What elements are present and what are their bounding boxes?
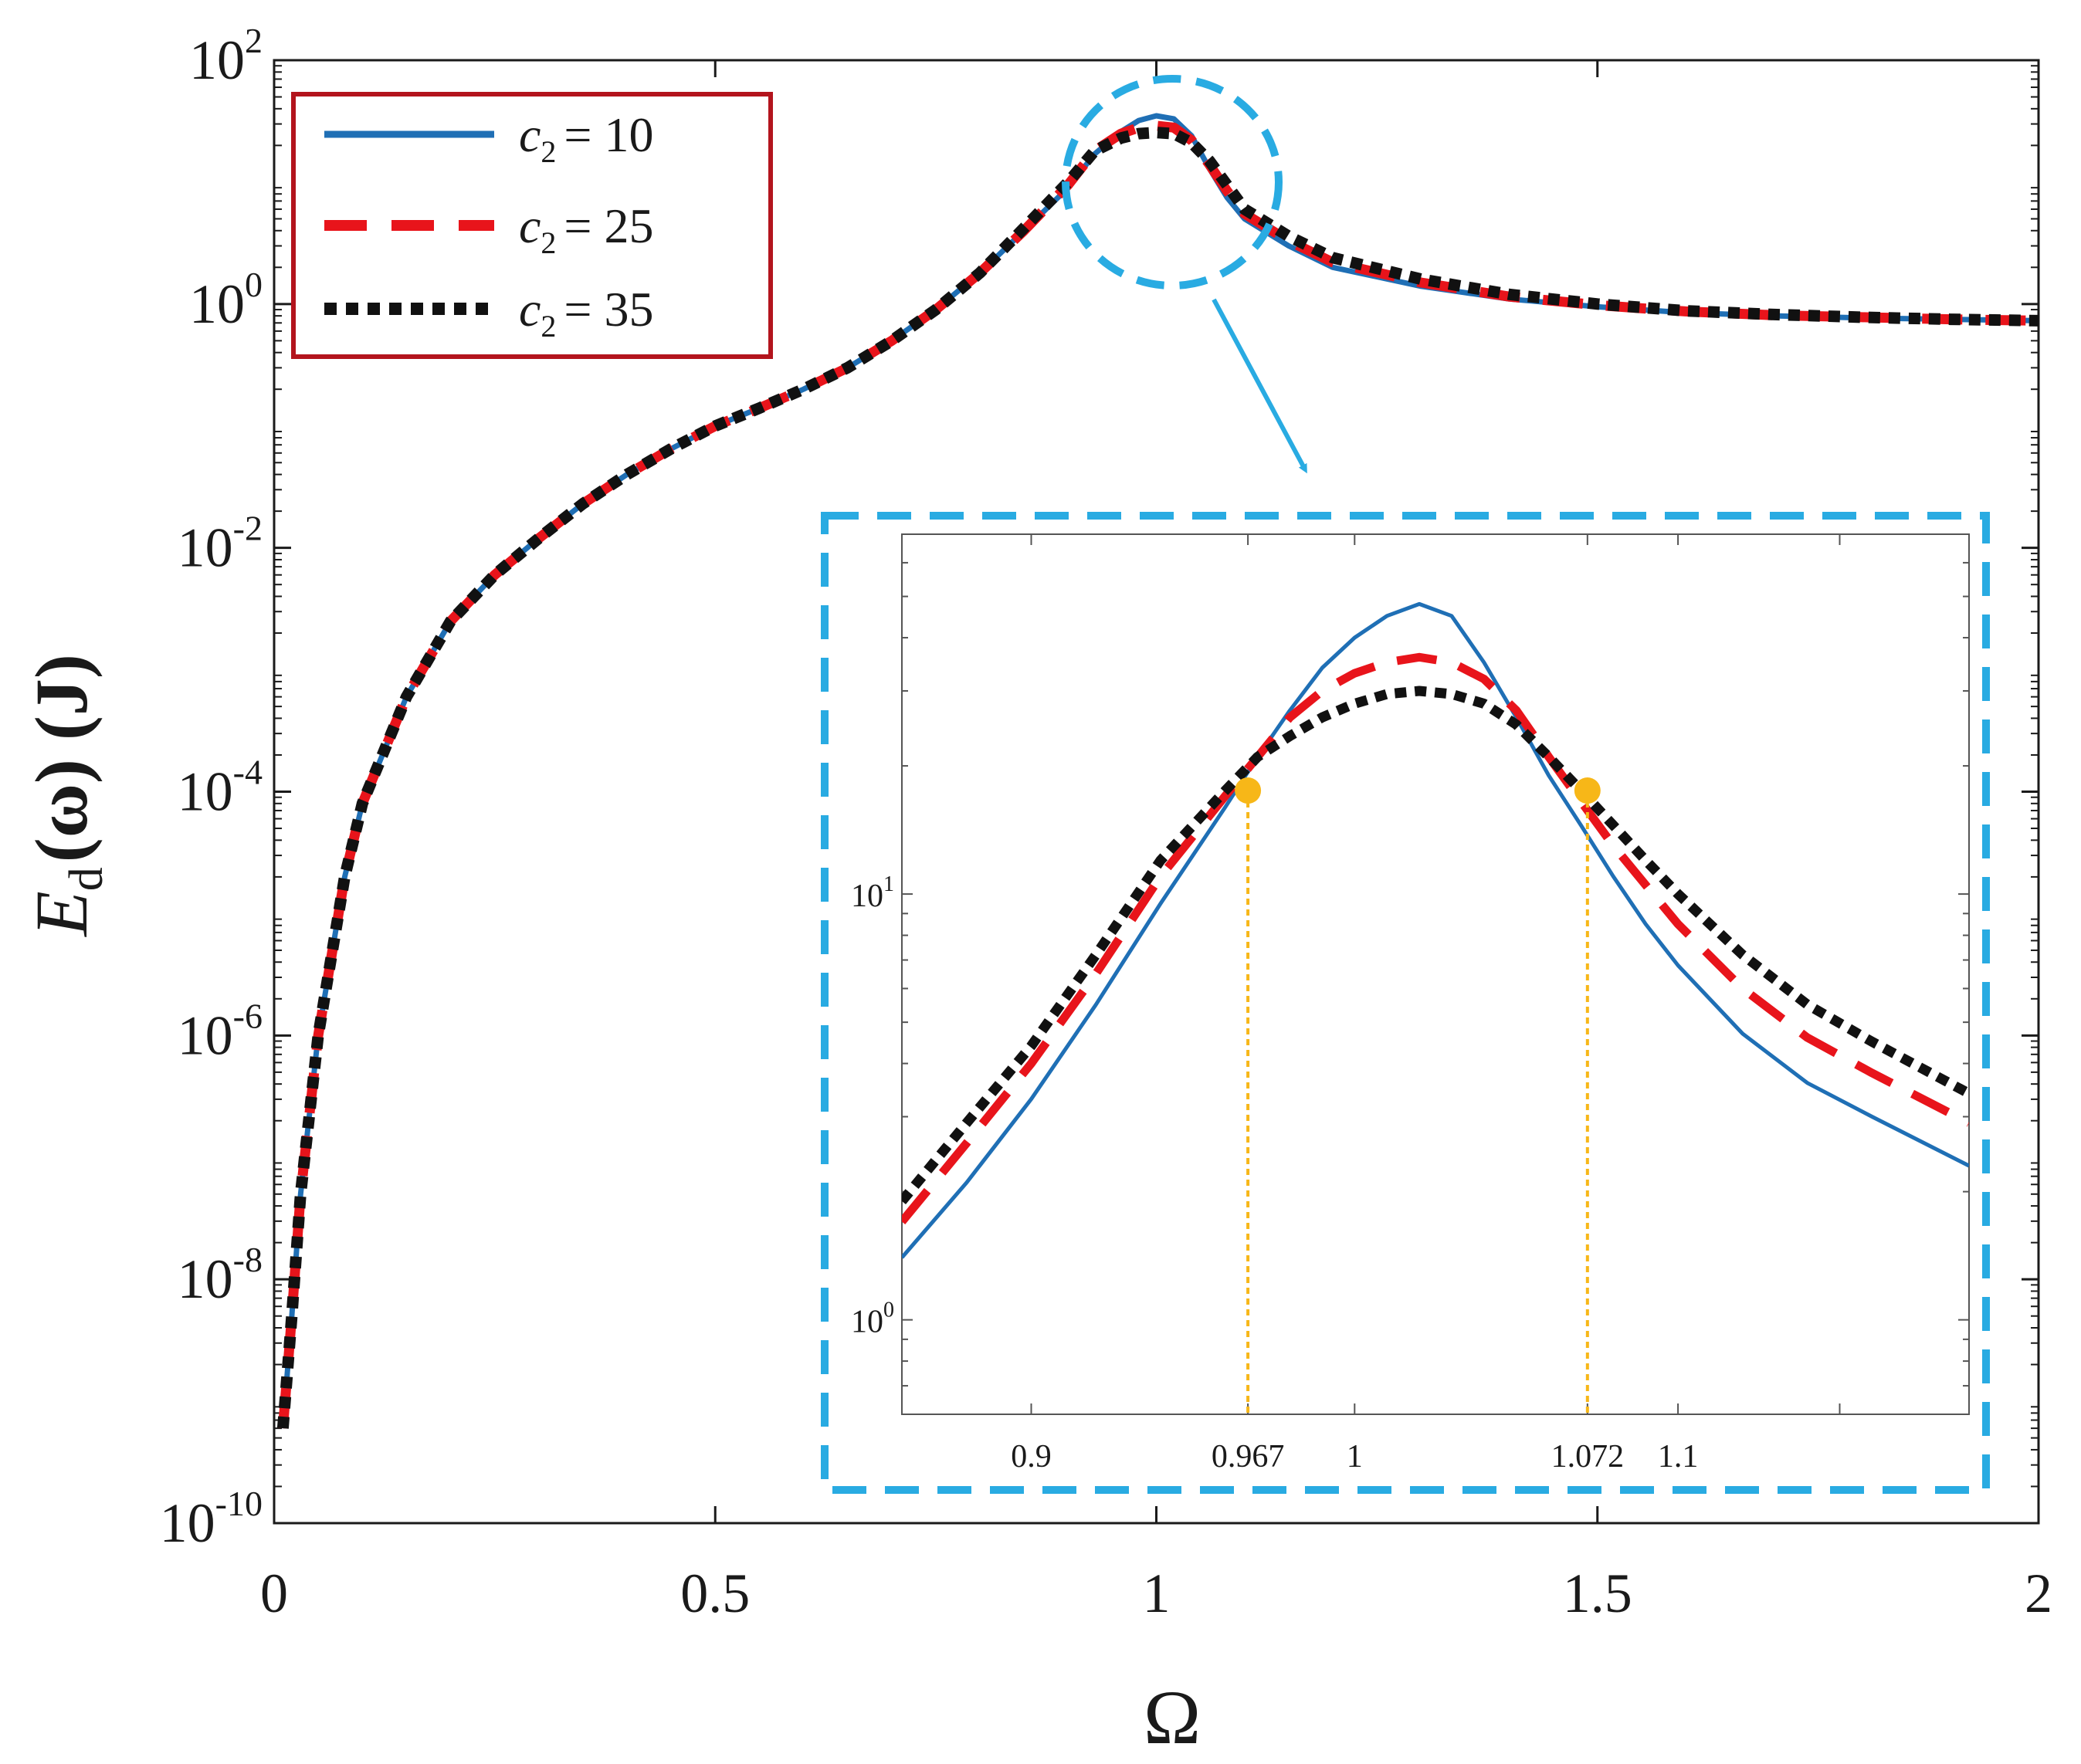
inset-series-line-1	[902, 601, 1969, 1259]
inset-y-tick-label: 100	[851, 1298, 894, 1340]
legend-sub: 2	[541, 134, 556, 169]
y-tick-exponent: -2	[233, 509, 263, 548]
y-tick-label: 10-2	[178, 509, 263, 579]
y-tick-label: 10-6	[178, 996, 263, 1066]
inset-x-tick-label: 1.072	[1551, 1439, 1625, 1475]
y-tick-exponent: -8	[233, 1240, 263, 1279]
peak-highlight-ellipse	[1062, 75, 1283, 289]
inset-x-tick-label: 1.1	[1658, 1439, 1699, 1475]
y-tick-exponent: -6	[233, 996, 263, 1035]
y-axis-label-sub: d	[60, 867, 113, 891]
y-tick-exponent: -10	[215, 1484, 263, 1523]
inset-series	[902, 601, 1969, 1259]
y-tick-label: 100	[189, 265, 263, 335]
legend-var: c	[519, 282, 541, 337]
y-tick-base: 10	[178, 1248, 233, 1310]
inset-x-tick-label: 1	[1347, 1439, 1363, 1475]
x-tick-label: 2	[2025, 1563, 2052, 1624]
crossing-marker	[1574, 777, 1601, 804]
legend-sub: 2	[541, 225, 556, 260]
legend-entry-1: c2 = 10	[519, 107, 654, 169]
y-tick-exponent: 2	[245, 21, 263, 60]
inset-x-tick-label: 0.967	[1212, 1439, 1285, 1475]
x-tick-label: 0	[260, 1563, 288, 1624]
inset-markers	[1235, 777, 1601, 1414]
inset-plot-frame	[901, 533, 1970, 1415]
y-tick-base: 10	[178, 517, 233, 579]
y-tick-label: 10-8	[178, 1240, 263, 1310]
inset-series-line-3	[902, 686, 1969, 1205]
legend-entry-3: c2 = 35	[519, 282, 654, 344]
inset-y-tick-base: 10	[851, 1305, 883, 1340]
legend-var: c	[519, 107, 541, 162]
y-axis-label-var: E	[20, 891, 103, 938]
legend-var: c	[519, 198, 541, 253]
legend: c2 = 10 c2 = 25 c2 = 35	[291, 92, 773, 359]
legend-eq: = 25	[564, 198, 653, 253]
inset-y-tick-exponent: 0	[883, 1298, 894, 1322]
main-series	[276, 113, 2039, 1429]
inset-x-tick-label: 0.9	[1011, 1439, 1052, 1475]
y-tick-base: 10	[178, 1004, 233, 1066]
y-axis-label: Ed (ω) (J)	[20, 654, 113, 938]
y-tick-label: 102	[189, 21, 263, 91]
legend-entry-2: c2 = 25	[519, 198, 654, 260]
y-axis-label-rest: (ω) (J)	[20, 654, 103, 862]
inset-y-tick-exponent: 1	[883, 872, 894, 896]
x-tick-label: 0.5	[680, 1563, 750, 1624]
y-tick-label: 10-4	[178, 753, 263, 823]
y-tick-base: 10	[189, 273, 245, 335]
x-axis-label: Ω	[1144, 1674, 1201, 1760]
y-tick-label: 10-10	[160, 1484, 263, 1554]
legend-sub: 2	[541, 309, 556, 344]
y-tick-base: 10	[178, 761, 233, 823]
x-tick-label: 1.5	[1563, 1563, 1632, 1624]
inset-y-tick-base: 10	[851, 879, 883, 914]
inset-y-tick-label: 101	[851, 872, 894, 914]
y-tick-exponent: 0	[245, 265, 263, 304]
legend-eq: = 35	[564, 282, 653, 337]
y-tick-exponent: -4	[233, 753, 263, 792]
crossing-marker	[1235, 777, 1262, 804]
zoom-arrow	[1212, 298, 1307, 474]
inset-series-line-2	[902, 652, 1969, 1224]
y-tick-base: 10	[189, 29, 245, 91]
legend-eq: = 10	[564, 107, 653, 162]
x-tick-label: 1	[1143, 1563, 1171, 1624]
series-line-3	[276, 127, 2039, 1429]
y-tick-base: 10	[160, 1492, 215, 1554]
